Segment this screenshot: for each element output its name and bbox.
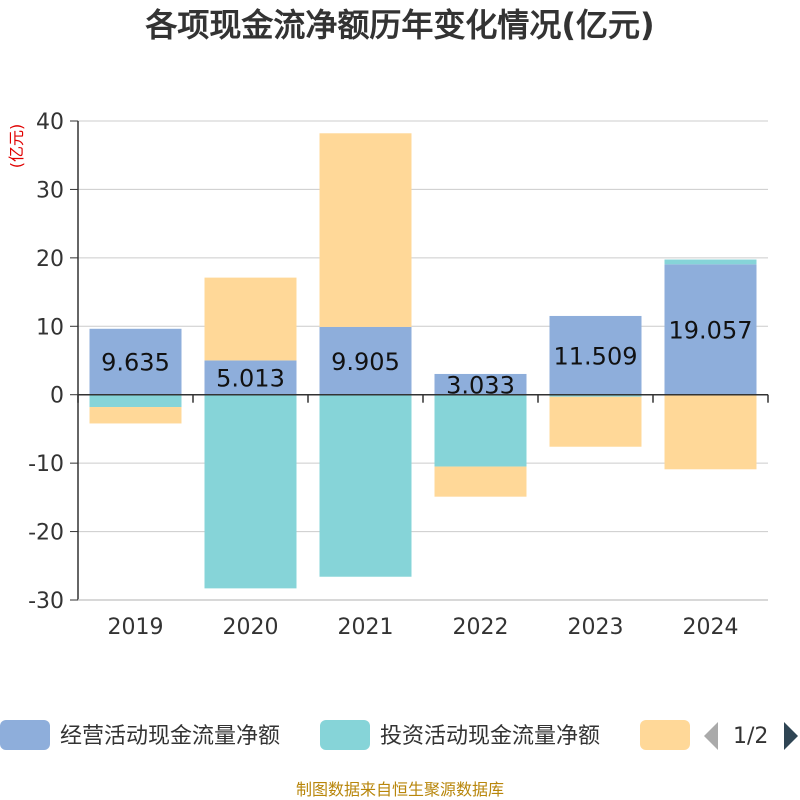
bar-3-2022 [434,466,527,497]
footer-source: 制图数据来自恒生聚源数据库 [296,780,504,799]
legend-swatch-1[interactable] [0,720,50,750]
bar-2-2024 [664,259,757,265]
x-tick-label: 2023 [568,615,624,640]
legend-page-indicator: 1/2 [733,724,768,749]
bar-2-2022 [434,394,527,467]
legend-next-page-icon[interactable] [784,722,798,750]
bar-2-2020 [204,394,297,589]
data-label: 11.509 [554,342,638,370]
y-axis-unit: (亿元) [7,124,26,169]
x-tick-label: 2021 [338,615,394,640]
y-tick-label: -20 [28,521,64,546]
chart-title: 各项现金流净额历年变化情况(亿元) [145,6,654,44]
bar-3-2024 [664,394,757,470]
bar-2-2023 [549,394,642,397]
y-tick-label: 40 [36,110,64,135]
bar-1-2021 [319,326,412,395]
y-tick-label: 0 [50,384,64,409]
y-tick-label: 10 [36,315,64,340]
bar-3-2023 [549,396,642,447]
bar-1-2024 [664,264,757,395]
x-tick-label: 2022 [453,615,509,640]
data-label: 9.635 [101,349,170,377]
bar-1-2023 [549,315,642,395]
y-tick-label: -30 [28,589,64,614]
legend-prev-page-icon[interactable] [704,722,718,750]
bar-1-2019 [89,328,182,395]
bar-3-2020 [204,277,297,361]
legend-swatch-3[interactable] [640,720,690,750]
bar-1-2022 [434,373,527,395]
legend-swatch-2[interactable] [320,720,370,750]
x-tick-label: 2019 [108,615,164,640]
bar-2-2019 [89,394,182,408]
bar-3-2021 [319,133,412,327]
x-tick-label: 2020 [223,615,279,640]
bar-1-2020 [204,360,297,395]
y-tick-label: 30 [36,178,64,203]
legend-label-2[interactable]: 投资活动现金流量净额 [380,724,600,749]
legend-label-1[interactable]: 经营活动现金流量净额 [60,724,280,749]
data-label: 5.013 [216,365,285,393]
data-label: 3.033 [446,371,515,399]
bar-3-2019 [89,407,182,424]
data-label: 9.905 [331,348,400,376]
bar-2-2021 [319,394,412,577]
y-tick-label: 20 [36,247,64,272]
x-tick-label: 2024 [683,615,739,640]
y-tick-label: -10 [28,452,64,477]
data-label: 19.057 [669,317,753,345]
